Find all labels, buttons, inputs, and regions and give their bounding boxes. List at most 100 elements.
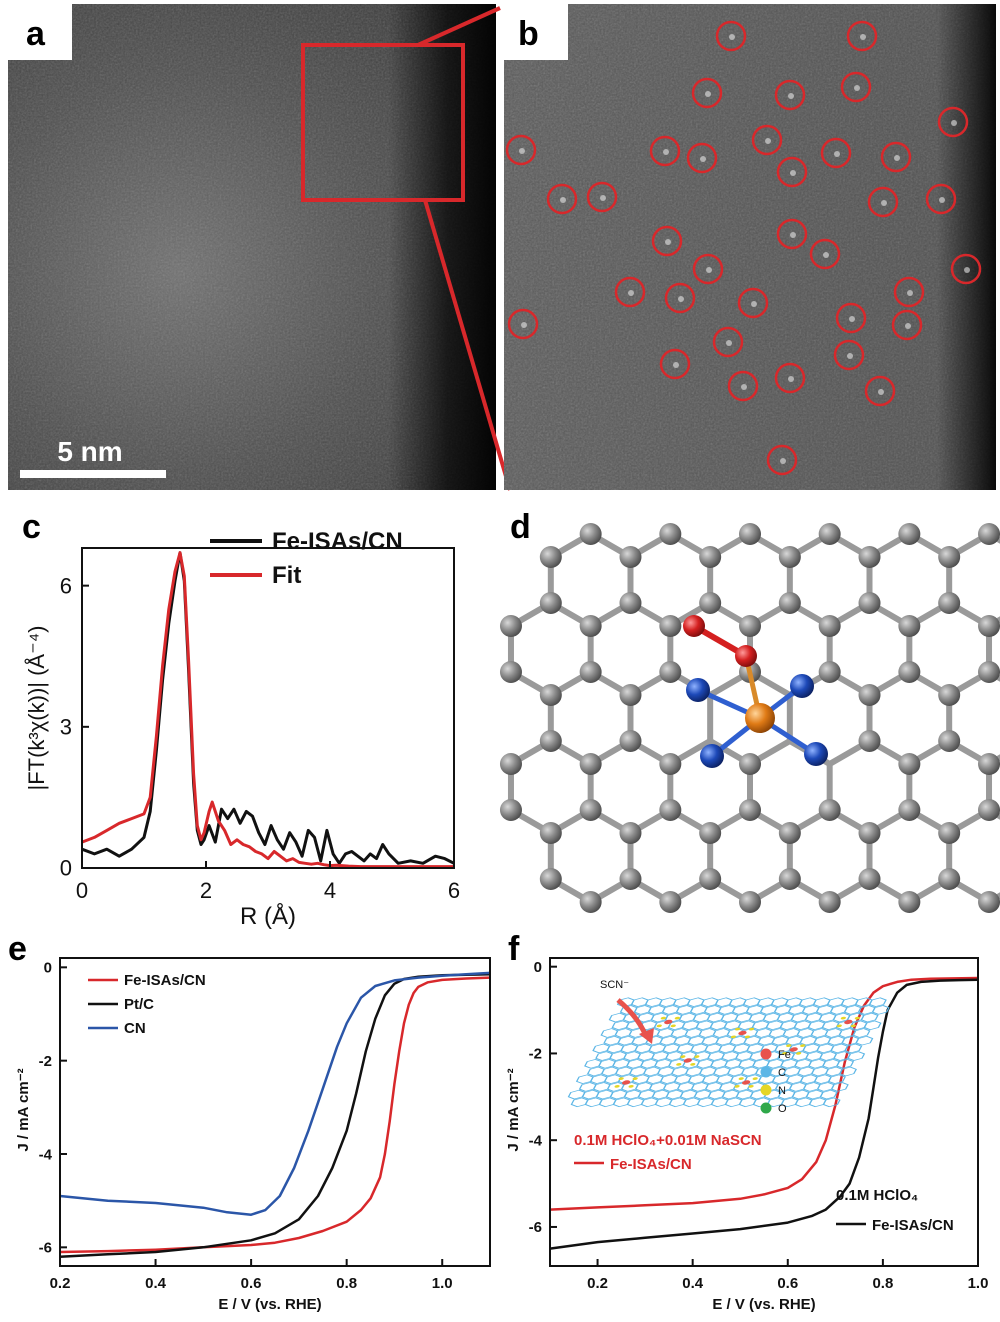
atom-spot — [849, 316, 855, 322]
atom-marker-circle — [776, 156, 808, 188]
hex-cell — [847, 1051, 866, 1061]
n-site — [628, 1084, 634, 1088]
atom-spot — [700, 156, 706, 162]
atom-marker-circle — [546, 183, 578, 215]
hex-cell — [830, 1082, 849, 1092]
atom-spot — [673, 362, 679, 368]
oxygen-atom — [735, 645, 757, 667]
n-site — [786, 1044, 792, 1048]
fe-site — [683, 1058, 692, 1063]
carbon-atom — [539, 684, 562, 706]
x-tick-label: 0 — [76, 878, 88, 903]
carbon-atom — [978, 615, 1000, 637]
n-site — [674, 1016, 680, 1020]
carbon-atom — [858, 822, 881, 844]
x-tick-label: 0.4 — [145, 1275, 167, 1292]
atom-marker-circle — [507, 308, 539, 340]
n-site — [670, 1024, 676, 1028]
atom-spot — [705, 91, 711, 97]
carbon-atom — [938, 546, 961, 568]
single-atom-markers — [505, 20, 982, 476]
carbon-atom — [659, 523, 682, 545]
hex-cell — [827, 1074, 846, 1085]
carbon-atom — [499, 661, 522, 683]
y-tick-label: 0 — [44, 960, 52, 977]
carbon-atom — [898, 615, 921, 637]
x-axis-label: R (Å) — [240, 902, 296, 930]
carbon-atom — [739, 615, 761, 637]
atom-marker-circle — [659, 348, 691, 380]
nitrogen-atom — [700, 744, 724, 768]
carbon-atom — [938, 868, 961, 890]
carbon-atom — [898, 523, 921, 545]
carbon-atom — [539, 546, 562, 568]
atom-spot — [907, 290, 913, 296]
carbon-atom — [699, 546, 722, 568]
y-tick-label: -4 — [529, 1132, 543, 1149]
atom-marker-circle — [867, 186, 899, 218]
legend-label: Pt/C — [124, 996, 154, 1013]
zoom-line-bottom — [423, 199, 512, 491]
series-line-0 — [59, 976, 491, 1254]
panel-d: d — [499, 508, 1000, 913]
atom-marker-circle — [651, 225, 683, 257]
n-site — [656, 1024, 662, 1028]
y-tick-label: -6 — [529, 1219, 542, 1236]
atom-spot — [823, 252, 829, 258]
atom-marker-circle — [614, 276, 646, 308]
carbon-atom — [858, 684, 881, 706]
y-tick-label: -6 — [39, 1240, 52, 1257]
atom-spot — [751, 301, 757, 307]
lattice-sheet — [567, 997, 890, 1108]
carbon-atom — [898, 753, 921, 775]
carbon-atom — [858, 546, 881, 568]
atom-marker-circle — [937, 106, 969, 138]
inset-legend-dot — [760, 1048, 772, 1060]
hex-cell — [836, 1058, 855, 1069]
n-site — [734, 1027, 741, 1031]
atom-marker-circle — [925, 183, 957, 215]
atom-marker-circle — [766, 444, 798, 476]
carbon-atom — [619, 822, 642, 844]
hex-cell — [860, 1012, 879, 1023]
atom-spot — [834, 151, 840, 157]
atom-marker-circle — [774, 362, 806, 394]
n-site — [782, 1051, 788, 1055]
y-axis-label: J / mA cm⁻² — [15, 1068, 32, 1151]
atom-marker-circle — [686, 142, 718, 174]
y-tick-label: 6 — [60, 573, 72, 598]
atom-spot — [780, 458, 786, 464]
atom-spot — [729, 34, 735, 40]
chart-c: 0 2 4 6 0 3 6 R (Å) |FT(k³χ(k))| (Å⁻⁴) Fe-ISAs/CN… — [24, 528, 460, 930]
panel-label-f: f — [508, 930, 520, 968]
n-site — [680, 1055, 686, 1059]
atom-spot — [765, 138, 771, 144]
carbon-atom — [778, 546, 801, 568]
n-site — [744, 1035, 751, 1039]
carbon-atom — [579, 799, 602, 821]
atom-spot — [951, 120, 957, 126]
panel-label-e: e — [8, 930, 27, 968]
annotation-hclo4: 0.1M HClO₄ — [836, 1187, 918, 1204]
carbon-atom — [579, 661, 602, 683]
atom-spot — [939, 197, 945, 203]
carbon-atom — [898, 799, 921, 821]
y-tick-label: -2 — [529, 1046, 542, 1063]
atom-layer — [499, 523, 1000, 913]
atom-marker-circle — [712, 326, 744, 358]
carbon-atom — [619, 684, 642, 706]
n-site — [614, 1084, 620, 1088]
carbon-atom — [699, 822, 722, 844]
chart-f: 0.2 0.4 0.6 0.8 1.0 0 -2 -4 -6 E / V (vs. RHE) J /… — [505, 957, 988, 1313]
zoom-line-top — [417, 6, 501, 47]
carbon-atom — [579, 523, 602, 545]
carbon-atom — [858, 592, 881, 614]
scale-bar-label: 5 nm — [57, 436, 122, 467]
carbon-atom — [818, 799, 841, 821]
carbon-atom — [699, 868, 722, 890]
atom-spot — [905, 323, 911, 329]
x-axis-label: E / V (vs. RHE) — [218, 1296, 321, 1313]
y-tick-label: 3 — [60, 715, 72, 740]
carbon-atom — [978, 799, 1000, 821]
atom-spot — [788, 376, 794, 382]
